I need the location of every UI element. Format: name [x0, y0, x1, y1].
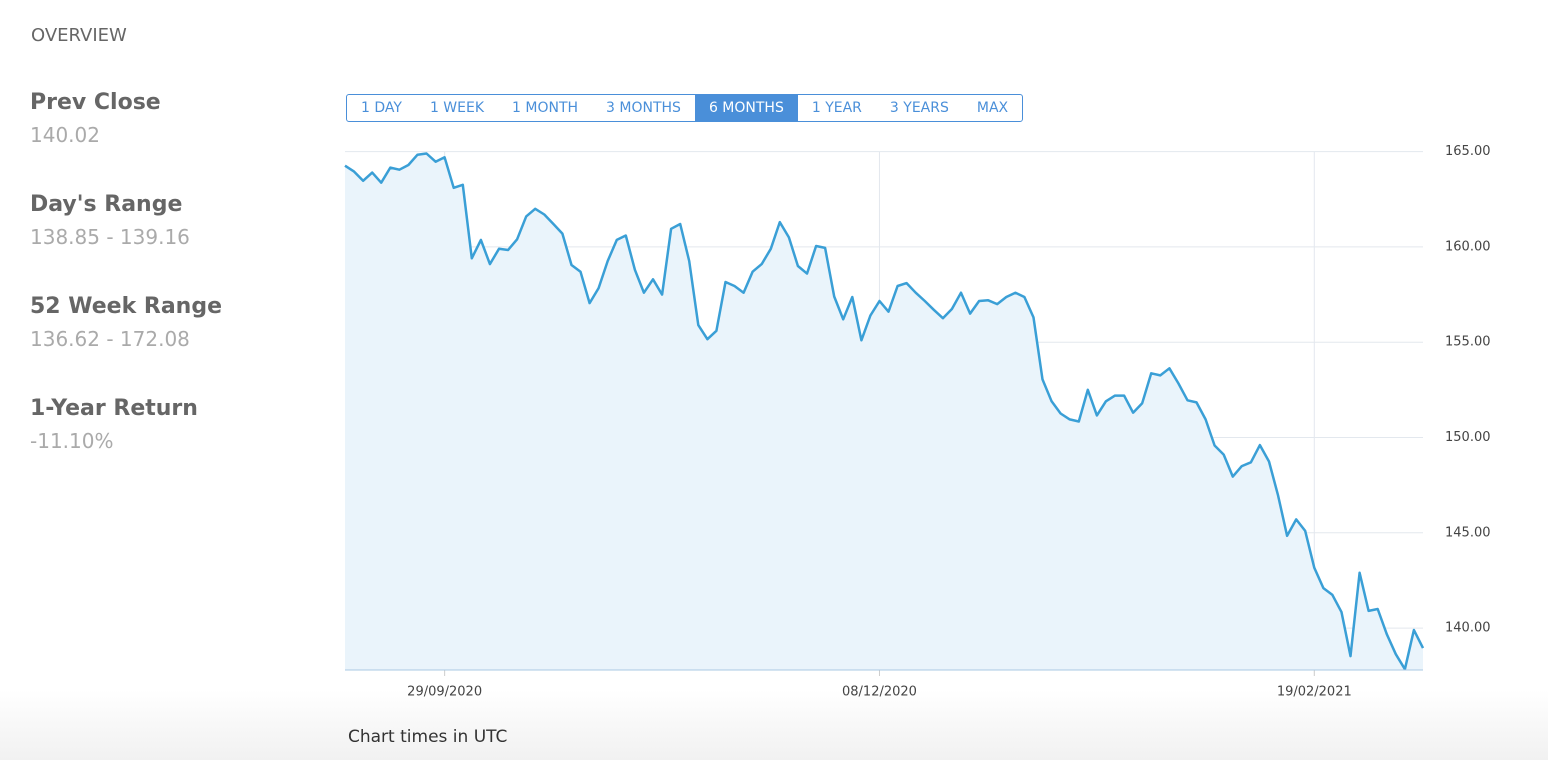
chart: 140.00 145.00 150.00 155.00 160.00 165.00 29/0…: [344, 144, 1491, 700]
chart-note: Chart times in UTC: [348, 727, 508, 747]
range-button[interactable]: 1 WEEK: [429, 100, 485, 116]
stat-label: Prev Close: [30, 90, 161, 115]
area: [345, 153, 1423, 670]
line: [344, 152, 1425, 671]
stats: Prev Close 140.02 Day's Range 138.85 - 139.…: [30, 90, 222, 498]
x-tick-label: 08/12/2020: [842, 685, 917, 700]
range-button[interactable]: 1 MONTH: [512, 100, 579, 116]
stat: 52 Week Range 136.62 - 172.08: [30, 294, 222, 396]
range-button[interactable]: MAX: [976, 100, 1009, 116]
y-tick-label: 145.00: [1445, 525, 1491, 540]
stat-label: 52 Week Range: [30, 294, 223, 319]
stat-value: 136.62 - 172.08: [30, 327, 190, 351]
section-title: OVERVIEW: [31, 25, 127, 46]
y-tick-label: 150.00: [1445, 430, 1491, 445]
range-selector: 1 DAY 1 WEEK 1 MONTH 3 MONTHS 6 MONTHS 1 YEAR…: [346, 94, 1024, 122]
stat: 1-Year Return -11.10%: [30, 396, 222, 498]
x-tick-label: 19/02/2021: [1277, 685, 1352, 700]
range-button[interactable]: 3 MONTHS: [606, 100, 681, 116]
range-button[interactable]: 1 DAY: [361, 100, 402, 116]
footer-fade: [0, 690, 1548, 760]
stat: Prev Close 140.02: [30, 90, 222, 192]
y-tick-label: 155.00: [1445, 335, 1491, 350]
range-button[interactable]: 6 MONTHS: [694, 95, 798, 121]
stat-value: 140.02: [30, 123, 100, 147]
stat: Day's Range 138.85 - 139.16: [30, 192, 222, 294]
x-tick-label: 29/09/2020: [407, 685, 482, 700]
stat-label: Day's Range: [30, 192, 183, 217]
y-tick-label: 165.00: [1445, 144, 1491, 159]
y-tick-label: 140.00: [1445, 621, 1491, 636]
stat-value: 138.85 - 139.16: [30, 225, 190, 249]
stat-label: 1-Year Return: [30, 396, 198, 421]
range-button[interactable]: 1 YEAR: [811, 100, 862, 116]
stat-value: -11.10%: [30, 429, 114, 453]
y-tick-label: 160.00: [1445, 239, 1491, 254]
range-button[interactable]: 3 YEARS: [889, 100, 949, 116]
